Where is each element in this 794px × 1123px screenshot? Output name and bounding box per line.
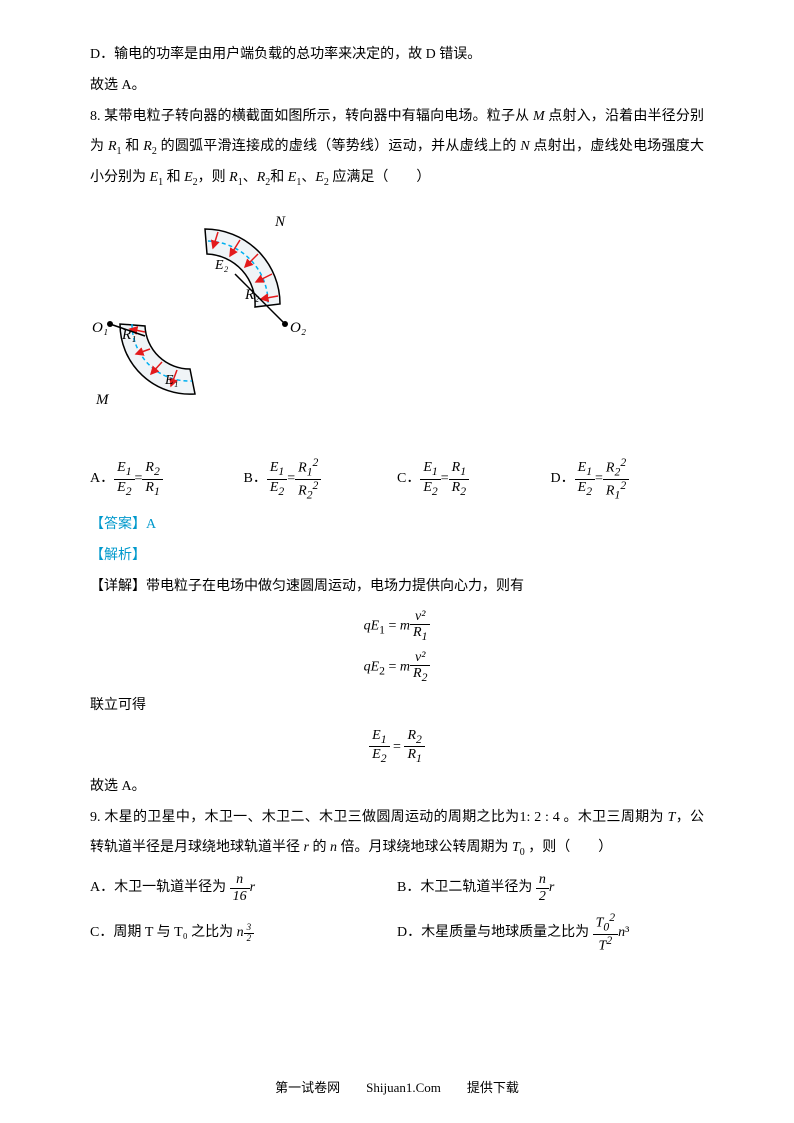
svg-text:M: M: [95, 392, 110, 408]
q8-answer: 【答案】A: [90, 510, 704, 541]
opt-d-label: D．: [551, 464, 575, 495]
q8-stem9: 和: [270, 170, 288, 185]
svg-text:E₂: E₂: [214, 258, 229, 273]
page-footer: 第一试卷网 Shijuan1.Com 提供下载: [0, 1074, 794, 1103]
q8-eq1: qE1 = mv²R1: [90, 609, 704, 644]
q8-analysis: 【解析】: [90, 541, 704, 572]
q8-option-d: D． E1E2 = R22R12: [551, 457, 705, 503]
q8-option-b: B． E1E2 = R12R22: [244, 457, 398, 503]
opt-a-label: A．: [90, 464, 114, 495]
answer-label: 【答案】: [90, 517, 146, 532]
svg-text:R₁: R₁: [121, 327, 136, 343]
q8-detail: 【详解】带电粒子在电场中做匀速圆周运动，电场力提供向心力，则有: [90, 572, 704, 603]
q9-c-prefix: C．周期 T 与 T₀ 之比为: [90, 918, 233, 949]
q8-stem10: 、: [301, 170, 315, 185]
q9-stem4: 的: [309, 840, 330, 855]
q9-option-c: C．周期 T 与 T₀ 之比为 n32: [90, 912, 397, 954]
q8-N: N: [520, 139, 529, 154]
q8-E1: E: [150, 170, 159, 185]
q8-stem-text: 8. 某带电粒子转向器的横截面如图所示，转向器中有辐向电场。粒子从: [90, 109, 533, 124]
q8-R2b: R: [257, 170, 266, 185]
q9-option-a: A．木卫一轨道半径为 n16r: [90, 872, 397, 904]
q9-b-prefix: B．木卫二轨道半径为: [397, 873, 532, 904]
q8-stem3: 和: [125, 139, 143, 154]
opt-b-label: B．: [244, 464, 267, 495]
q9-stem-text: 9. 木星的卫星中，木卫一、木卫二、木卫三做圆周运动的周期之比为: [90, 810, 520, 825]
q8-conclusion: 故选 A。: [90, 772, 704, 803]
answer-value: A: [146, 517, 156, 532]
q8-stem4: 的圆弧平滑连接成的虚线（等势线）运动，并从虚线上的: [157, 139, 520, 154]
q8-stem8: 、: [243, 170, 257, 185]
q8-eq2: qE2 = mv²R2: [90, 650, 704, 685]
q8-option-c: C． E1E2 = R1R2: [397, 457, 551, 503]
q8-E2b: E: [315, 170, 324, 185]
q9-d-prefix: D．木星质量与地球质量之比为: [397, 918, 589, 949]
q9-stem: 9. 木星的卫星中，木卫一、木卫二、木卫三做圆周运动的周期之比为1: 2 : 4…: [90, 803, 704, 865]
paragraph-d-wrong: D．输电的功率是由用户端负载的总功率来决定的，故 D 错误。: [90, 40, 704, 71]
svg-text:O₂: O₂: [290, 320, 306, 336]
detail-label: 【详解】: [90, 579, 146, 594]
opt-c-label: C．: [397, 464, 420, 495]
q8-joint: 联立可得: [90, 691, 704, 722]
q8-M: M: [533, 109, 545, 124]
q9-a-prefix: A．木卫一轨道半径为: [90, 873, 226, 904]
q8-R1: R: [108, 139, 117, 154]
q8-R1sub: 1: [117, 146, 122, 157]
q8-stem6: 和: [167, 170, 185, 185]
q8-E2: E: [184, 170, 193, 185]
q8-option-a: A． E1E2 = R2R1: [90, 457, 244, 503]
q8-R1b: R: [229, 170, 238, 185]
q8-stem11: 应满足（ ）: [329, 170, 431, 185]
paragraph-select-a: 故选 A。: [90, 71, 704, 102]
detail-text: 带电粒子在电场中做匀速圆周运动，电场力提供向心力，则有: [146, 579, 524, 594]
svg-text:R₂: R₂: [244, 287, 259, 303]
svg-text:N: N: [274, 214, 286, 230]
q9-options-1: A．木卫一轨道半径为 n16r B．木卫二轨道半径为 n2r: [90, 872, 704, 904]
q8-R2: R: [143, 139, 152, 154]
q9-options-2: C．周期 T 与 T₀ 之比为 n32 D．木星质量与地球质量之比为 T02T2…: [90, 912, 704, 954]
q9-stem2: 。木卫三周期为: [560, 810, 668, 825]
q8-result: E1E2 = R2R1: [90, 728, 704, 766]
q9-stem6: ，则（ ）: [525, 840, 613, 855]
q9-n: n: [330, 840, 337, 855]
q9-ratio: 1: 2 : 4: [520, 810, 560, 825]
q8-E1sub: 1: [158, 177, 163, 188]
q8-diagram: N E₂ R₂ O₂ O₁ R₁ E₁ M: [90, 204, 704, 447]
svg-text:O₁: O₁: [92, 320, 108, 336]
q8-stem: 8. 某带电粒子转向器的横截面如图所示，转向器中有辐向电场。粒子从 M 点射入，…: [90, 102, 704, 194]
q8-stem7: ，则: [198, 170, 230, 185]
q9-stem5: 倍。月球绕地球公转周期为: [337, 840, 512, 855]
q9-option-b: B．木卫二轨道半径为 n2r: [397, 872, 704, 904]
q9-option-d: D．木星质量与地球质量之比为 T02T2n³: [397, 912, 704, 954]
q9-T0: T: [512, 840, 520, 855]
q8-options: A． E1E2 = R2R1 B． E1E2 = R12R22 C． E1E2 …: [90, 457, 704, 503]
svg-text:E₁: E₁: [164, 373, 178, 388]
